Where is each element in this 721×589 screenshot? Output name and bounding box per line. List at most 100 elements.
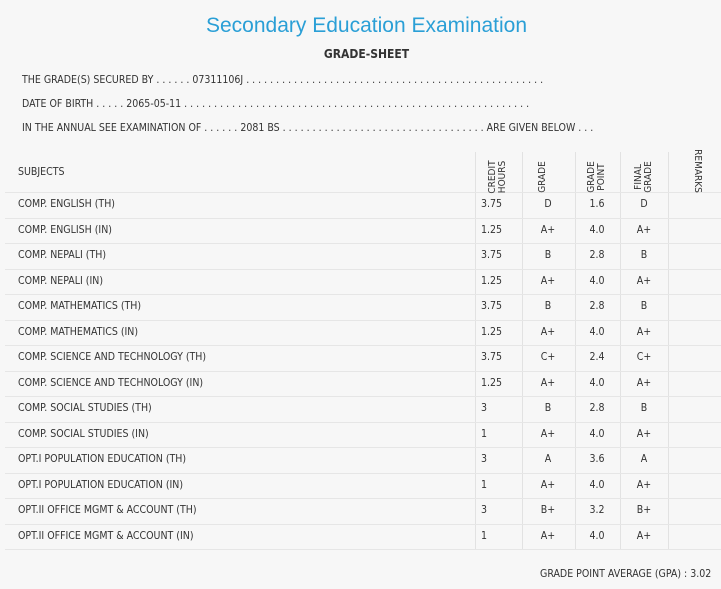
- info-suffix: . . . . . . . . . . . . . . . . . . . . …: [282, 122, 594, 134]
- info-suffix: . . . . . . . . . . . . . . . . . . . . …: [246, 74, 544, 86]
- grade-cell: A+: [636, 223, 652, 236]
- credit-cell: 1.25: [481, 274, 503, 287]
- header-cell: GRADE: [537, 161, 548, 193]
- subtitle: GRADE-SHEET: [323, 47, 410, 61]
- credit-cell: 3: [481, 504, 488, 516]
- column-border: [620, 152, 621, 549]
- credit-cell: 3: [481, 453, 488, 465]
- grade-cell: B: [640, 402, 648, 414]
- grade-cell: A: [544, 453, 552, 465]
- grade-cell: A+: [540, 427, 556, 440]
- credit-cell: 3.75: [481, 300, 503, 312]
- grade-cell: 4.0: [589, 529, 605, 542]
- grade-cell: B: [544, 402, 552, 414]
- grade-cell: A+: [540, 478, 556, 491]
- grade-cell: 2.8: [589, 300, 605, 312]
- grade-cell: 3.6: [589, 453, 605, 465]
- row-border: [5, 396, 721, 397]
- info-line: THE GRADE(S) SECURED BY . . . . . . 0731…: [22, 74, 543, 86]
- row-border: [5, 549, 721, 550]
- column-border: [668, 152, 669, 549]
- info-value: 07311106J: [192, 74, 244, 86]
- credit-cell: 1: [481, 478, 488, 491]
- grade-cell: A+: [636, 478, 652, 491]
- credit-cell: 3.75: [481, 198, 503, 210]
- row-border: [5, 294, 721, 295]
- grade-cell: A+: [636, 529, 652, 542]
- column-border: [575, 152, 576, 549]
- grade-cell: B: [640, 300, 648, 312]
- gpa-label: GRADE POINT AVERAGE (GPA) :: [540, 568, 688, 580]
- grade-cell: C+: [636, 351, 652, 363]
- grade-cell: A+: [636, 325, 652, 338]
- grade-cell: 4.0: [589, 325, 605, 338]
- grade-cell: B+: [540, 504, 556, 516]
- grade-cell: A+: [540, 274, 556, 287]
- credit-cell: 3: [481, 402, 488, 414]
- header-cell: REMARKS: [692, 149, 703, 193]
- subject-cell: COMP. SOCIAL STUDIES (IN): [18, 427, 149, 440]
- subject-cell: OPT.II OFFICE MGMT & ACCOUNT (IN): [18, 529, 194, 542]
- grade-cell: 4.0: [589, 223, 605, 236]
- grade-cell: B+: [636, 504, 652, 516]
- grade-cell: 4.0: [589, 427, 605, 440]
- grade-cell: A+: [540, 223, 556, 236]
- grade-cell: A+: [636, 376, 652, 389]
- row-border: [5, 472, 721, 474]
- credit-cell: 3.75: [481, 249, 503, 261]
- grade-cell: D: [544, 198, 552, 210]
- row-border: [5, 319, 721, 321]
- info-suffix: . . . . . . . . . . . . . . . . . . . . …: [184, 98, 530, 110]
- grade-cell: 4.0: [589, 274, 605, 287]
- column-border: [475, 152, 476, 549]
- grade-cell: C+: [540, 351, 556, 363]
- header-cell: FINAL GRADE: [633, 161, 654, 193]
- row-border: [5, 345, 721, 346]
- grade-cell: A+: [540, 376, 556, 389]
- credit-cell: 1.25: [481, 325, 503, 338]
- subject-cell: COMP. SOCIAL STUDIES (TH): [18, 402, 152, 414]
- grade-cell: A+: [636, 274, 652, 287]
- column-border: [522, 152, 523, 549]
- grade-cell: 4.0: [589, 478, 605, 491]
- credit-cell: 1.25: [481, 223, 503, 236]
- row-border: [5, 498, 721, 499]
- grade-cell: 3.2: [589, 504, 605, 516]
- header-cell: GRADE POINT: [586, 161, 607, 193]
- credit-cell: 1: [481, 529, 488, 542]
- grade-cell: B: [544, 249, 552, 261]
- row-border: [5, 370, 721, 372]
- info-line: IN THE ANNUAL SEE EXAMINATION OF . . . .…: [22, 122, 593, 134]
- grade-cell: 1.6: [589, 198, 605, 210]
- credit-cell: 1.25: [481, 376, 503, 389]
- grade-cell: B: [640, 249, 648, 261]
- info-value: 2065-05-11: [126, 98, 182, 110]
- subject-cell: COMP. SCIENCE AND TECHNOLOGY (TH): [18, 351, 207, 363]
- row-border: [5, 243, 721, 244]
- info-label: THE GRADE(S) SECURED BY . . . . . .: [22, 74, 190, 86]
- grade-cell: A: [640, 453, 648, 465]
- info-label: IN THE ANNUAL SEE EXAMINATION OF . . . .…: [22, 122, 238, 134]
- row-border: [5, 523, 721, 525]
- row-border: [5, 447, 721, 448]
- row-border: [5, 421, 721, 423]
- grade-cell: 4.0: [589, 376, 605, 389]
- subject-cell: COMP. ENGLISH (IN): [18, 223, 112, 236]
- subject-cell: COMP. NEPALI (TH): [18, 249, 107, 261]
- subject-cell: COMP. NEPALI (IN): [18, 274, 104, 287]
- info-label: DATE OF BIRTH . . . . .: [22, 98, 124, 110]
- grade-cell: A+: [540, 529, 556, 542]
- subject-cell: COMP. MATHEMATICS (TH): [18, 300, 142, 312]
- subject-cell: OPT.I POPULATION EDUCATION (IN): [18, 478, 184, 491]
- gpa: GRADE POINT AVERAGE (GPA) : 3.02: [540, 568, 711, 580]
- subject-cell: COMP. ENGLISH (TH): [18, 198, 115, 210]
- row-border: [5, 192, 721, 193]
- grade-cell: D: [640, 198, 648, 210]
- grade-cell: A+: [540, 325, 556, 338]
- grade-cell: 2.4: [589, 351, 605, 363]
- info-value: 2081 BS: [240, 122, 280, 134]
- grade-cell: B: [544, 300, 552, 312]
- subject-cell: OPT.II OFFICE MGMT & ACCOUNT (TH): [18, 504, 197, 516]
- credit-cell: 3.75: [481, 351, 503, 363]
